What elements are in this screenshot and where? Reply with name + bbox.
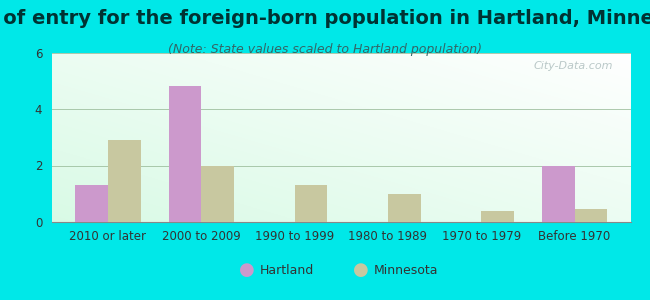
Text: Year of entry for the foreign-born population in Hartland, Minnesota: Year of entry for the foreign-born popul…: [0, 9, 650, 28]
Text: ●: ●: [353, 261, 369, 279]
Text: (Note: State values scaled to Hartland population): (Note: State values scaled to Hartland p…: [168, 44, 482, 56]
Bar: [542, 166, 575, 222]
Bar: [294, 185, 327, 222]
Text: ●: ●: [239, 261, 255, 279]
Bar: [575, 209, 607, 222]
Bar: [481, 211, 514, 222]
Bar: [388, 194, 421, 222]
Text: Hartland: Hartland: [260, 263, 314, 277]
Text: City-Data.com: City-Data.com: [534, 61, 613, 71]
Bar: [168, 86, 202, 222]
Text: Minnesota: Minnesota: [374, 263, 438, 277]
Bar: [108, 140, 140, 222]
Bar: [75, 185, 108, 222]
Bar: [202, 166, 234, 222]
